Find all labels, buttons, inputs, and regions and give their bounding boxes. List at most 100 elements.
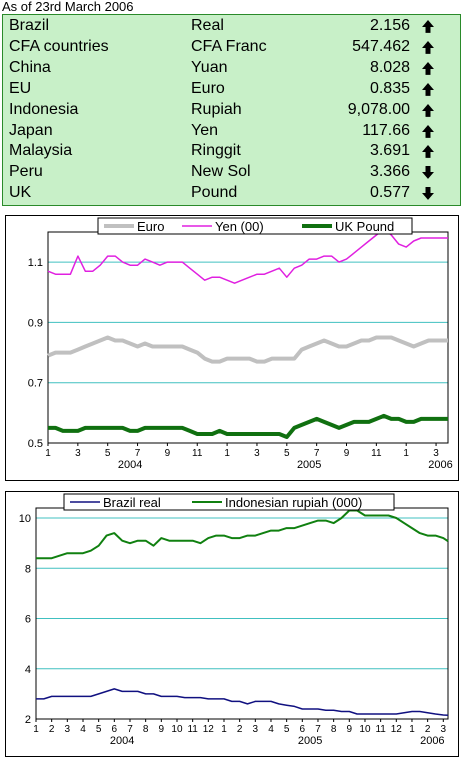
x-tick-label: 11 bbox=[375, 724, 386, 735]
x-tick-label: 9 bbox=[347, 724, 353, 735]
arrow-up-icon bbox=[422, 40, 434, 54]
currency-name: Rupiah bbox=[191, 100, 242, 118]
x-tick-label: 2 bbox=[425, 724, 431, 735]
y-tick-label: 4 bbox=[25, 664, 31, 676]
date-caption: As of 23rd March 2006 bbox=[2, 0, 134, 14]
x-tick-label: 7 bbox=[127, 724, 133, 735]
x-tick-label: 9 bbox=[344, 448, 350, 459]
rate-value: 0.577 bbox=[369, 184, 410, 202]
legend-label: Brazil real bbox=[103, 495, 161, 510]
currency-name: Euro bbox=[191, 79, 225, 97]
series-line bbox=[47, 335, 448, 364]
x-tick-label: 11 bbox=[371, 448, 382, 459]
rate-value: 3.366 bbox=[369, 163, 410, 181]
x-tick-label: 8 bbox=[331, 724, 337, 735]
rate-row: Japan Yen 117.66 bbox=[3, 121, 460, 142]
arrow-down-icon bbox=[422, 166, 434, 180]
country-name: EU bbox=[9, 79, 32, 97]
country-name: Indonesia bbox=[9, 100, 79, 118]
x-tick-label: 5 bbox=[284, 448, 290, 459]
x-tick-label: 4 bbox=[268, 724, 274, 735]
rate-value: 117.66 bbox=[362, 121, 410, 139]
rate-value: 8.028 bbox=[369, 58, 410, 76]
legend bbox=[97, 217, 413, 235]
y-tick-label: 6 bbox=[25, 614, 31, 626]
y-tick-label: 0.7 bbox=[28, 378, 43, 390]
rate-value: 547.462 bbox=[352, 37, 410, 55]
rate-value: 0.835 bbox=[369, 79, 410, 97]
rate-row: China Yuan 8.028 bbox=[3, 58, 460, 79]
rate-row: Indonesia Rupiah 9,078.00 bbox=[3, 100, 460, 121]
country-name: Japan bbox=[9, 121, 53, 139]
x-tick-label: 3 bbox=[253, 724, 259, 735]
x-tick-label: 11 bbox=[192, 448, 203, 459]
exchange-rate-table: Brazil Real 2.156 CFA countries CFA Franc 547… bbox=[2, 14, 461, 206]
x-tick-label: 10 bbox=[171, 724, 183, 735]
country-name: CFA countries bbox=[9, 37, 109, 55]
rate-row: EU Euro 0.835 bbox=[3, 79, 460, 100]
x-tick-label: 10 bbox=[359, 724, 371, 735]
x-tick-label: 7 bbox=[315, 724, 321, 735]
x-tick-label: 12 bbox=[391, 724, 403, 735]
x-tick-label: 5 bbox=[105, 448, 111, 459]
arrow-up-icon bbox=[422, 124, 434, 138]
y-tick-label: 1.1 bbox=[28, 257, 43, 269]
y-tick-label: 0.5 bbox=[28, 438, 43, 450]
x-tick-label: 11 bbox=[187, 724, 198, 735]
currency-name: CFA Franc bbox=[191, 37, 267, 55]
legend-label: Indonesian rupiah (000) bbox=[225, 495, 362, 510]
currency-name: Yuan bbox=[191, 58, 228, 76]
rate-row: Brazil Real 2.156 bbox=[3, 16, 460, 37]
x-tick-label: 1 bbox=[221, 724, 227, 735]
arrow-up-icon bbox=[422, 61, 434, 75]
x-tick-label: 5 bbox=[284, 724, 290, 735]
legend-label: Yen (00) bbox=[215, 219, 264, 234]
y-tick-label: 0.9 bbox=[28, 317, 43, 329]
x-tick-label: 4 bbox=[80, 724, 86, 735]
rate-value: 9,078.00 bbox=[347, 100, 410, 118]
x-group-label: 2004 bbox=[118, 459, 142, 471]
arrow-up-icon bbox=[422, 82, 434, 96]
x-group-label: 2006 bbox=[428, 459, 452, 471]
real-rupiah-chart: 2 4 6 8 10 1 2 3 4 5 6 7 8 9 10 11 12 1 2 3 4 5 6 7 8 9 10 11 12 1 2 3 2… bbox=[5, 491, 459, 757]
country-name: Brazil bbox=[9, 17, 50, 34]
arrow-up-icon bbox=[422, 145, 434, 159]
arrow-down-icon bbox=[422, 187, 434, 201]
x-tick-label: 7 bbox=[135, 448, 141, 459]
rate-row: UK Pound 0.577 bbox=[3, 183, 460, 204]
x-tick-label: 5 bbox=[96, 724, 102, 735]
x-tick-label: 3 bbox=[441, 724, 447, 735]
series-line bbox=[36, 509, 449, 560]
x-tick-label: 3 bbox=[254, 448, 260, 459]
x-group-label: 2004 bbox=[110, 735, 134, 747]
country-name: Peru bbox=[9, 163, 43, 181]
x-tick-label: 1 bbox=[403, 448, 409, 459]
x-tick-label: 12 bbox=[203, 724, 215, 735]
legend-label: Euro bbox=[137, 219, 164, 234]
y-tick-label: 2 bbox=[25, 714, 31, 726]
rate-row: Peru New Sol 3.366 bbox=[3, 162, 460, 183]
rate-value: 2.156 bbox=[369, 17, 410, 34]
x-group-label: 2005 bbox=[298, 735, 322, 747]
x-tick-label: 3 bbox=[433, 448, 439, 459]
currency-name: New Sol bbox=[191, 163, 251, 181]
plot-frame bbox=[35, 507, 449, 720]
rate-row: CFA countries CFA Franc 547.462 bbox=[3, 37, 460, 58]
country-name: UK bbox=[9, 184, 32, 202]
x-tick-label: 1 bbox=[409, 724, 415, 735]
x-tick-label: 2 bbox=[237, 724, 243, 735]
legend bbox=[63, 493, 395, 511]
x-tick-label: 3 bbox=[75, 448, 81, 459]
x-tick-label: 6 bbox=[112, 724, 118, 735]
x-tick-label: 9 bbox=[165, 448, 171, 459]
x-tick-label: 1 bbox=[224, 448, 230, 459]
currency-name: Ringgit bbox=[191, 142, 241, 160]
arrow-up-icon bbox=[422, 19, 434, 33]
rate-row: Malaysia Ringgit 3.691 bbox=[3, 141, 460, 162]
euro-yen-pound-chart: 0.5 0.7 0.9 1.1 1 3 5 7 9 11 1 3 5 7 9 11 1 3 2004 2005 2006… bbox=[5, 215, 459, 481]
x-group-label: 2005 bbox=[297, 459, 321, 471]
country-name: Malaysia bbox=[9, 142, 73, 160]
x-tick-label: 8 bbox=[143, 724, 149, 735]
